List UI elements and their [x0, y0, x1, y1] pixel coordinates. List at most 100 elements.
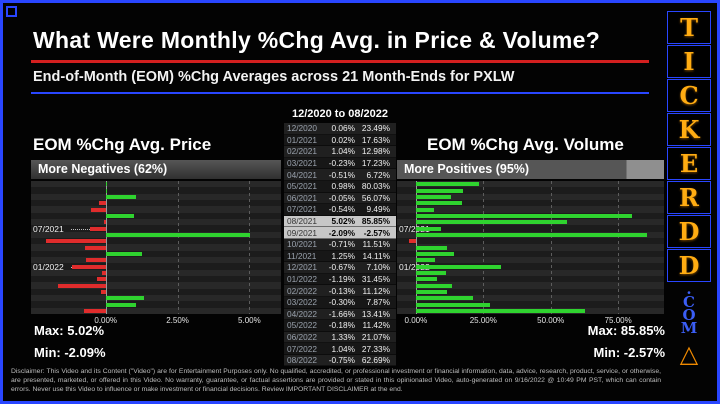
- price-chart-banner: More Negatives (62%): [31, 160, 281, 179]
- table-cell-month: 09/2021: [287, 227, 317, 238]
- volume-min-label: Min: -2.57%: [593, 345, 665, 360]
- bar-07/2022: [105, 302, 136, 307]
- table-cell-month: 06/2021: [287, 192, 317, 203]
- table-cell-price: 5.02%: [331, 216, 355, 227]
- bar-03/2021: [415, 201, 463, 206]
- bar-02/2022: [415, 270, 446, 275]
- bar-08/2021: [105, 232, 250, 237]
- y-axis-label: 01/2022: [33, 261, 64, 272]
- table-cell-price: -0.13%: [328, 285, 355, 296]
- bar-01/2022: [71, 264, 106, 269]
- title-underline: [31, 60, 649, 63]
- gridline: [249, 181, 251, 314]
- table-cell-month: 02/2021: [287, 146, 317, 157]
- plot-row-stripe: [397, 257, 664, 264]
- table-row: 02/2022 -0.13% 11.12%: [284, 285, 396, 297]
- eom-table: 12/2020 to 08/2022 12/2020 0.06% 23.49% 01/…: [284, 108, 396, 367]
- table-row: 01/2022 -1.19% 31.45%: [284, 273, 396, 286]
- plot-row-stripe: [31, 307, 281, 314]
- price-chart-plot: 0.00% 2.50% 5.00% 07/2021 01/2022: [31, 181, 281, 325]
- bar-08/2021: [415, 232, 648, 237]
- table-cell-price: -0.18%: [328, 320, 355, 331]
- table-cell-month: 08/2022: [287, 355, 317, 366]
- table-cell-volume: 11.42%: [362, 320, 390, 331]
- table-row: 04/2022 -1.66% 13.41%: [284, 308, 396, 321]
- table-cell-price: -1.19%: [328, 274, 355, 285]
- table-row: 06/2021 -0.05% 56.07%: [284, 192, 396, 205]
- table-cell-price: -0.30%: [328, 297, 355, 308]
- x-axis-tick: 2.50%: [166, 316, 189, 325]
- bar-01/2022: [415, 264, 501, 269]
- brand-letter: K: [678, 114, 700, 144]
- brand-column: T I C K E R D D. C O M △: [665, 11, 713, 367]
- table-cell-volume: 56.07%: [361, 192, 390, 203]
- bar-12/2021: [86, 258, 106, 263]
- table-cell-price: 1.04%: [331, 146, 355, 157]
- table-cell-volume: 9.49%: [366, 204, 390, 215]
- brand-letter: I: [683, 46, 695, 76]
- table-row: 04/2021 -0.51% 6.72%: [284, 169, 396, 181]
- brand-letter-box: D: [667, 215, 711, 248]
- gridline: [177, 181, 179, 314]
- table-row: 07/2021 -0.54% 9.49%: [284, 204, 396, 216]
- price-min-label: Min: -2.09%: [34, 345, 106, 360]
- x-axis-tick: 5.00%: [238, 316, 261, 325]
- table-cell-volume: 23.49%: [361, 123, 390, 134]
- price-max-label: Max: 5.02%: [34, 323, 105, 338]
- table-row: 05/2021 0.98% 80.03%: [284, 180, 396, 193]
- brand-letter: R: [679, 182, 699, 212]
- bar-04/2022: [415, 283, 453, 288]
- table-cell-volume: 27.33%: [361, 343, 390, 354]
- table-row: 03/2022 -0.30% 7.87%: [284, 296, 396, 309]
- brand-letter: T: [680, 12, 698, 42]
- y-axis-label: 01/2022: [399, 261, 430, 272]
- bar-09/2021: [45, 239, 106, 244]
- bar-03/2022: [97, 277, 106, 282]
- bar-04/2021: [415, 207, 434, 212]
- page-title: What Were Monthly %Chg Avg. in Price & V…: [33, 27, 601, 53]
- brand-letter: C: [679, 80, 699, 110]
- table-cell-price: -0.05%: [328, 192, 355, 203]
- brand-com-letter: O: [682, 306, 696, 324]
- table-cell-month: 03/2021: [287, 158, 317, 169]
- bar-04/2021: [91, 207, 106, 212]
- zero-axis-line: [105, 181, 107, 314]
- corner-decoration: [6, 6, 17, 17]
- subtitle-underline: [31, 92, 649, 94]
- bar-07/2021: [90, 226, 106, 231]
- y-axis-label: 07/2021: [399, 223, 430, 234]
- table-row: 03/2021 -0.23% 17.23%: [284, 157, 396, 170]
- bar-02/2021: [105, 194, 136, 199]
- table-cell-price: -0.54%: [328, 204, 355, 215]
- table-cell-volume: 80.03%: [361, 181, 390, 192]
- brand-letter: D: [678, 250, 700, 280]
- bar-02/2021: [415, 194, 451, 199]
- table-cell-price: 0.98%: [331, 181, 355, 192]
- table-cell-month: 07/2021: [287, 204, 317, 215]
- table-cell-volume: 11.12%: [362, 285, 390, 296]
- table-cell-month: 01/2022: [287, 274, 317, 285]
- table-cell-month: 11/2021: [287, 250, 317, 261]
- plot-row-stripe: [397, 206, 664, 213]
- table-cell-price: 1.04%: [331, 343, 355, 354]
- bar-09/2021: [408, 239, 416, 244]
- table-cell-month: 12/2021: [287, 262, 317, 273]
- plot-row-stripe: [397, 282, 664, 289]
- table-cell-price: 0.06%: [331, 123, 355, 134]
- bar-08/2022: [415, 308, 585, 313]
- table-cell-volume: 12.98%: [361, 146, 390, 157]
- plot-row-stripe: [397, 295, 664, 302]
- table-cell-month: 05/2021: [287, 181, 317, 192]
- bar-06/2022: [415, 296, 473, 301]
- label-leader-line: [71, 228, 104, 230]
- table-cell-price: -1.66%: [328, 308, 355, 319]
- bar-06/2022: [105, 296, 144, 301]
- brand-letter-box: T: [667, 11, 711, 44]
- bar-06/2021: [415, 220, 568, 225]
- brand-letter-box: E: [667, 147, 711, 180]
- bar-11/2021: [105, 251, 142, 256]
- brand-letter-box: K: [667, 113, 711, 146]
- brand-letter: E: [679, 148, 699, 178]
- table-cell-volume: 7.87%: [366, 297, 390, 308]
- x-axis-tick: 0.00%: [404, 316, 428, 325]
